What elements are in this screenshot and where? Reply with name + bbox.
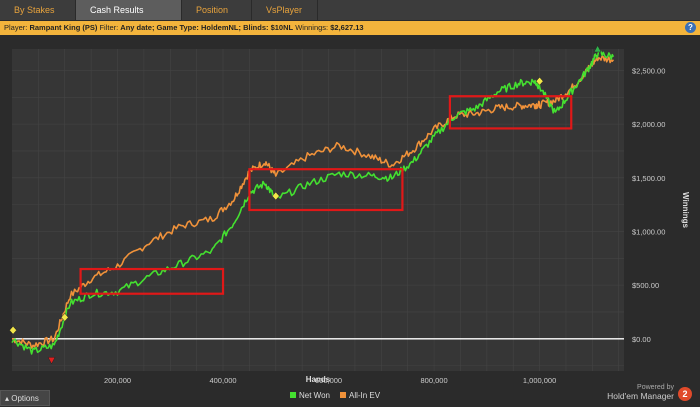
tab-cash-results-graph[interactable]: Cash Results Graph	[76, 0, 182, 35]
x-axis-label: Hands	[306, 375, 331, 384]
x-tick-label: 1,000,000	[523, 376, 556, 385]
x-tick-label: 800,000	[421, 376, 448, 385]
options-button[interactable]: ▴ Options	[0, 390, 50, 406]
y-tick-label: $500.00	[632, 281, 659, 290]
highlight-box	[448, 95, 573, 130]
legend-net-won-label: Net Won	[299, 391, 330, 400]
brand-block: Powered by Hold'em Manager	[607, 383, 674, 401]
event-marker-triangle-up	[593, 44, 602, 53]
results-graph: 200,000 400,000 600,000 800,000 1,000,000 $0…	[0, 35, 700, 390]
y-tick-label: $0.00	[632, 335, 651, 344]
y-tick-label: $2,000.00	[632, 120, 665, 129]
x-tick-label: 400,000	[209, 376, 236, 385]
highlight-box	[79, 267, 225, 295]
tab-vsplayer[interactable]: VsPlayer	[252, 0, 318, 20]
options-label: Options	[11, 394, 39, 403]
event-markers	[9, 44, 602, 365]
event-marker-diamond	[271, 191, 280, 201]
y-axis-label: Winnings	[681, 192, 690, 228]
tab-position[interactable]: Position	[182, 0, 252, 20]
x-tick-labels: 200,000 400,000 600,000 800,000 1,000,000	[104, 376, 556, 385]
player-value: Rampant King (PS)	[29, 23, 98, 32]
net-won-swatch	[290, 392, 296, 398]
brand-logo-icon: 2	[678, 387, 692, 401]
event-marker-diamond	[535, 76, 544, 86]
y-tick-label: $1,500.00	[632, 174, 665, 183]
grid	[12, 49, 624, 371]
legend: Net Won All-In EV	[290, 391, 380, 400]
legend-allin-ev: All-In EV	[339, 391, 381, 400]
filter-value: Any date; Game Type: HoldemNL; Blinds: $…	[120, 23, 294, 32]
winnings-value: $2,627.13	[330, 23, 364, 32]
event-marker-diamond	[60, 312, 69, 322]
brand-name: Hold'em Manager	[607, 391, 674, 401]
winnings-label: Winnings:	[295, 23, 329, 32]
x-tick-label: 200,000	[104, 376, 131, 385]
player-label: Player:	[4, 23, 28, 32]
y-tick-label: $1,000.00	[632, 227, 665, 236]
help-icon[interactable]: ?	[685, 22, 696, 33]
powered-by-text: Powered by	[637, 384, 674, 391]
legend-allin-ev-label: All-In EV	[348, 391, 381, 400]
filter-label: Filter:	[99, 23, 119, 32]
y-tick-label: $2,500.00	[632, 66, 665, 75]
filter-bar: Player: Rampant King (PS) Filter: Any da…	[0, 21, 700, 35]
y-tick-labels: $0.00 $500.00 $1,000.00 $1,500.00 $2,000.00 $…	[632, 66, 665, 343]
tab-by-stakes[interactable]: By Stakes	[0, 0, 76, 20]
highlight-boxes	[79, 95, 573, 295]
allin-ev-swatch	[339, 392, 346, 398]
event-marker-diamond	[9, 325, 17, 335]
legend-net-won: Net Won	[290, 391, 330, 400]
x-tick-label: 600,000	[315, 376, 342, 385]
highlight-box	[248, 168, 404, 212]
tab-bar: By Stakes Cash Results Graph Position Vs…	[0, 0, 700, 35]
options-arrow-icon: ▴	[5, 394, 12, 403]
event-marker-triangle-down	[47, 357, 56, 365]
